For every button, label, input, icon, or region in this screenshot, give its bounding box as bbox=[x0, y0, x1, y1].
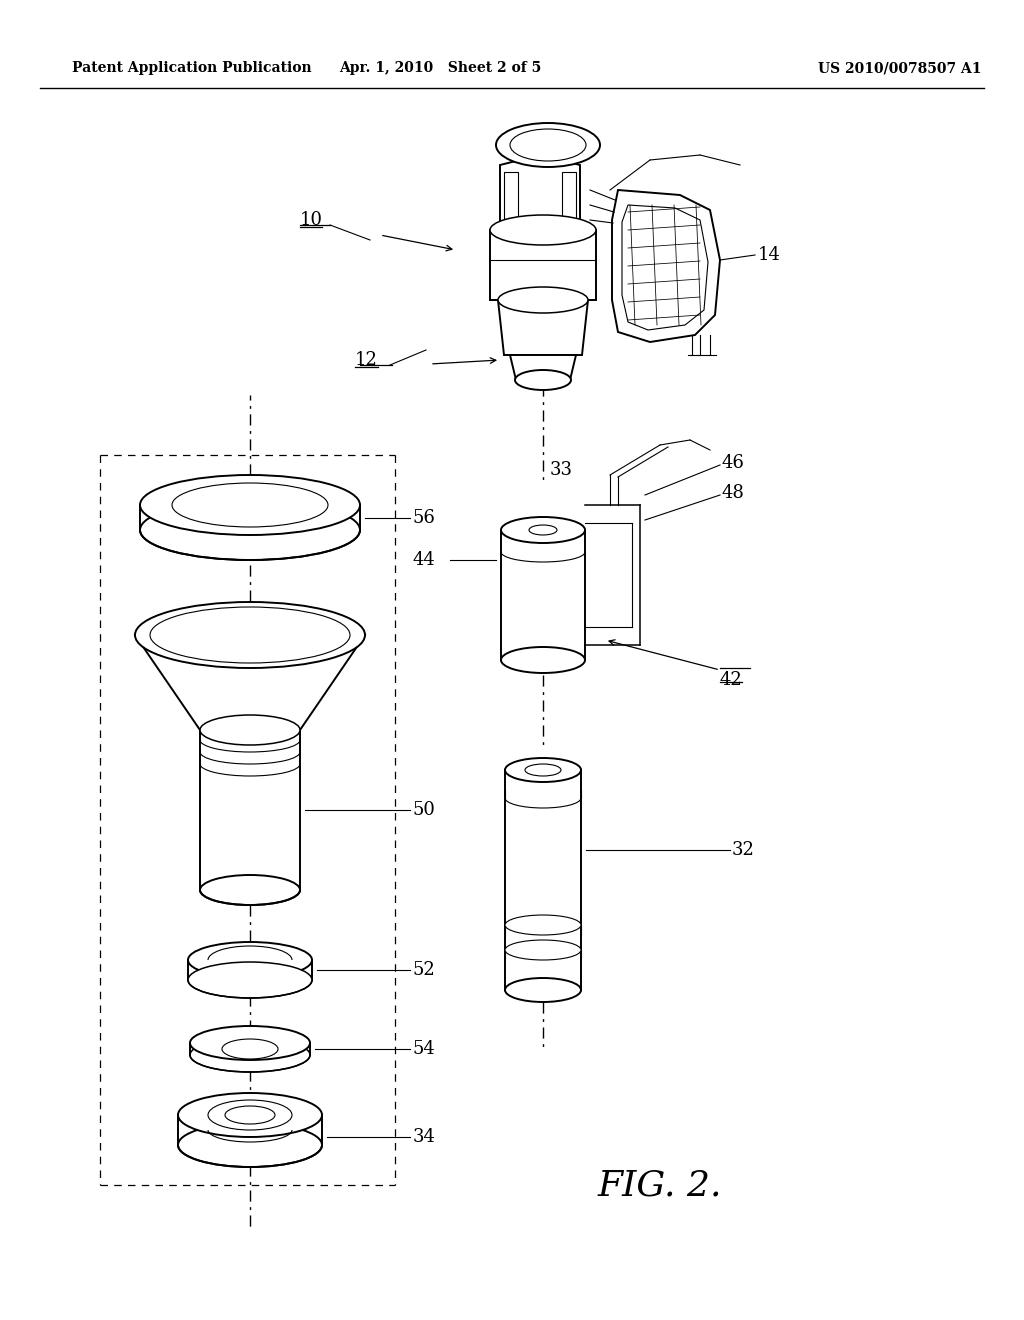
Polygon shape bbox=[504, 172, 518, 220]
Polygon shape bbox=[622, 205, 708, 330]
Polygon shape bbox=[612, 190, 720, 342]
Text: 48: 48 bbox=[722, 484, 744, 502]
Ellipse shape bbox=[178, 1093, 322, 1137]
Ellipse shape bbox=[510, 129, 586, 161]
Text: 34: 34 bbox=[413, 1129, 436, 1146]
Text: 44: 44 bbox=[413, 550, 435, 569]
Ellipse shape bbox=[222, 1039, 278, 1059]
Ellipse shape bbox=[135, 602, 365, 668]
Text: FIG. 2.: FIG. 2. bbox=[598, 1168, 722, 1203]
Ellipse shape bbox=[505, 940, 581, 960]
Polygon shape bbox=[562, 172, 575, 220]
Ellipse shape bbox=[501, 647, 585, 673]
Text: US 2010/0078507 A1: US 2010/0078507 A1 bbox=[818, 61, 982, 75]
Text: 52: 52 bbox=[413, 961, 436, 979]
Polygon shape bbox=[498, 300, 588, 355]
Ellipse shape bbox=[525, 764, 561, 776]
Polygon shape bbox=[500, 160, 580, 230]
Text: Patent Application Publication: Patent Application Publication bbox=[72, 61, 311, 75]
Ellipse shape bbox=[501, 517, 585, 543]
Ellipse shape bbox=[140, 500, 360, 560]
Ellipse shape bbox=[505, 915, 581, 935]
Text: Apr. 1, 2010   Sheet 2 of 5: Apr. 1, 2010 Sheet 2 of 5 bbox=[339, 61, 541, 75]
Ellipse shape bbox=[505, 978, 581, 1002]
Text: 33: 33 bbox=[550, 461, 573, 479]
Text: 14: 14 bbox=[758, 246, 781, 264]
Text: 10: 10 bbox=[300, 211, 323, 228]
Text: 46: 46 bbox=[722, 454, 744, 473]
Ellipse shape bbox=[515, 370, 571, 389]
Ellipse shape bbox=[225, 1106, 275, 1125]
Ellipse shape bbox=[190, 1026, 310, 1060]
Ellipse shape bbox=[208, 1100, 292, 1130]
Ellipse shape bbox=[172, 483, 328, 527]
Text: 32: 32 bbox=[732, 841, 755, 859]
Ellipse shape bbox=[140, 475, 360, 535]
Polygon shape bbox=[510, 355, 575, 380]
Ellipse shape bbox=[496, 123, 600, 168]
Text: 42: 42 bbox=[720, 671, 742, 689]
Ellipse shape bbox=[188, 942, 312, 978]
Ellipse shape bbox=[200, 715, 300, 744]
Ellipse shape bbox=[490, 215, 596, 246]
Ellipse shape bbox=[498, 286, 588, 313]
Text: 12: 12 bbox=[355, 351, 378, 370]
Ellipse shape bbox=[190, 1038, 310, 1072]
Text: 54: 54 bbox=[413, 1040, 436, 1059]
Ellipse shape bbox=[178, 1123, 322, 1167]
Ellipse shape bbox=[505, 758, 581, 781]
Ellipse shape bbox=[200, 875, 300, 906]
Ellipse shape bbox=[188, 962, 312, 998]
Ellipse shape bbox=[150, 607, 350, 663]
Text: 56: 56 bbox=[413, 510, 436, 527]
Ellipse shape bbox=[529, 525, 557, 535]
Polygon shape bbox=[490, 230, 596, 300]
Text: 50: 50 bbox=[413, 801, 436, 818]
